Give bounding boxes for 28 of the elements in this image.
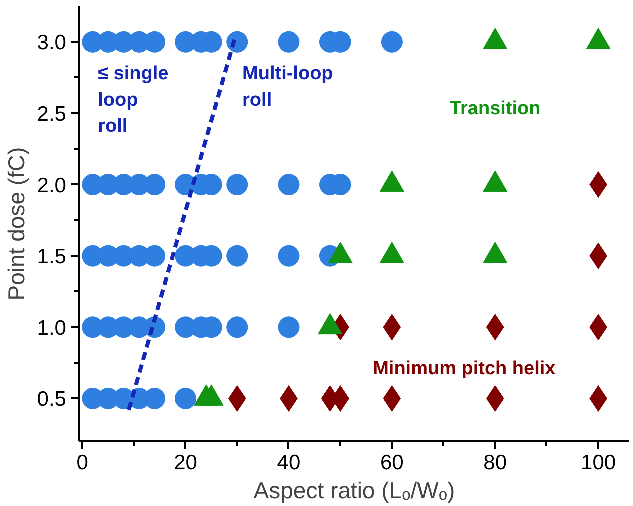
y-tick-label: 3.0 bbox=[37, 32, 67, 55]
x-tick-label: 100 bbox=[581, 452, 616, 474]
x-tick-label: 40 bbox=[277, 452, 301, 474]
point bbox=[278, 316, 300, 338]
point bbox=[278, 245, 300, 267]
x-tick-label: 80 bbox=[484, 452, 508, 474]
x-axis-title: Aspect ratio (Lₒ/Wₒ) bbox=[254, 478, 456, 504]
point bbox=[175, 388, 197, 410]
point bbox=[381, 31, 403, 53]
point bbox=[278, 31, 300, 53]
point bbox=[278, 174, 300, 196]
x-tick-label: 20 bbox=[174, 452, 198, 474]
annotation: Transition bbox=[450, 98, 541, 120]
y-tick-label: 0.5 bbox=[37, 388, 67, 412]
point bbox=[226, 316, 248, 338]
y-tick-label: 2.5 bbox=[37, 102, 67, 126]
point bbox=[226, 31, 248, 53]
y-axis-title: Point dose (fC) bbox=[3, 147, 30, 301]
y-tick-label: 1.0 bbox=[37, 316, 67, 340]
y-tick-label: 1.5 bbox=[37, 246, 67, 269]
y-tick-label: 2.0 bbox=[37, 174, 67, 198]
annotation: Multi-loop roll bbox=[242, 64, 334, 111]
x-tick-label: 60 bbox=[380, 452, 404, 474]
point bbox=[226, 174, 248, 196]
x-tick-label: 0 bbox=[76, 452, 88, 474]
annotation: ≤ single loop roll bbox=[98, 64, 169, 138]
point bbox=[226, 245, 248, 267]
annotation: Minimum pitch helix bbox=[373, 358, 556, 380]
